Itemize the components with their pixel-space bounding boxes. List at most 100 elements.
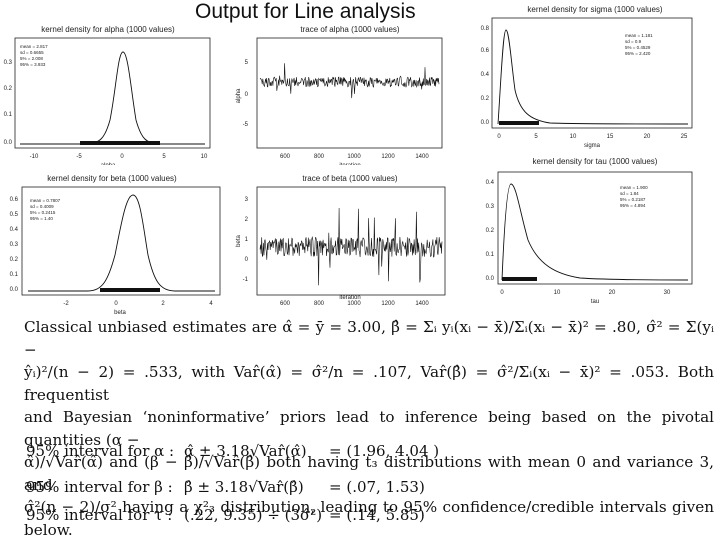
y-tick: 0.0: [486, 276, 495, 282]
y-tick: 0.0: [481, 120, 490, 126]
interval-label: 95% interval for τ :: [26, 506, 173, 524]
stat-mean: mean = 1.900: [620, 185, 648, 190]
paragraph-line: α̂)/√Var̂(α̂) and (β − β̂)/√Var̂(β̂) bot…: [24, 453, 714, 494]
x-tick: 0: [497, 134, 501, 140]
tau-density-plot: kernel density for tau (1000 values) mea…: [480, 152, 700, 310]
stat-sd: sd = 0.4009: [30, 204, 54, 209]
stat-sd: sd = 1.84: [620, 191, 639, 196]
y-tick: 0.4: [486, 180, 495, 186]
x-tick: 1200: [381, 154, 395, 160]
interval-label: 95% interval for β :: [26, 478, 173, 496]
paragraph-line: and Bayesian ‘noninformative’ priors lea…: [24, 408, 714, 449]
plot-title: kernel density for alpha (1000 values): [41, 25, 175, 34]
density-curve: [501, 183, 689, 281]
y-tick: 0.4: [481, 72, 490, 78]
stat-sd: sd = 0.9: [625, 39, 642, 44]
y-tick: 0.2: [4, 86, 13, 92]
x-tick: 5: [534, 134, 538, 140]
interval-formula: (.22, 9.35) ÷ (3σ̂²): [184, 506, 323, 524]
x-tick: 0: [500, 290, 504, 296]
y-tick: 2: [245, 217, 249, 223]
x-tick: 10: [201, 154, 208, 160]
y-tick: 0.8: [481, 26, 490, 32]
x-axis-label: tau: [591, 299, 599, 305]
x-tick: 10: [570, 134, 577, 140]
stat-mean: mean = 0.7807: [30, 198, 61, 203]
y-tick: 0.4: [10, 227, 19, 233]
alpha-trace-plot: trace of alpha (1000 values) 600 800 100…: [232, 10, 447, 165]
stat-5pct: 5% = 2.008: [20, 56, 43, 61]
plot-title: trace of beta (1000 values): [302, 174, 398, 183]
stat-mean: mean = 1.181: [625, 33, 653, 38]
x-axis-label: sigma: [584, 143, 601, 149]
sigma-density-plot: kernel density for sigma (1000 values) m…: [480, 0, 700, 150]
interval-result: = (.14, 5.85): [329, 506, 425, 524]
alpha-density-plot: kernel density for alpha (1000 values) m…: [0, 10, 215, 165]
x-tick: 1400: [415, 154, 429, 160]
y-tick: 0.6: [481, 48, 490, 54]
x-tick: -10: [30, 154, 39, 160]
x-tick: 1000: [347, 301, 361, 307]
y-tick: 0.3: [4, 60, 13, 66]
y-tick: 3: [245, 197, 249, 203]
trace-line: [259, 207, 443, 286]
x-tick: 2: [161, 301, 165, 307]
y-tick: 1: [245, 237, 249, 243]
y-tick: 0.0: [4, 140, 13, 146]
x-axis-label: alpha: [101, 163, 116, 165]
plot-title: kernel density for sigma (1000 values): [527, 5, 663, 14]
interval-result: = (1.96, 4.04 ): [329, 442, 440, 460]
paragraph-line: Classical unbiased estimates are α̂ = ȳ …: [24, 318, 714, 359]
explanation-paragraph: Classical unbiased estimates are α̂ = ȳ …: [24, 316, 714, 541]
y-tick: 0.3: [10, 242, 19, 248]
interval-formula: β̂ ± 3.18√Var̂(β̂): [184, 478, 304, 496]
rug: [502, 277, 537, 281]
interval-result: = (.07, 1.53): [329, 478, 425, 496]
x-tick: 0: [114, 301, 118, 307]
stat-sd: sd = 0.6655: [20, 50, 44, 55]
stat-95pct: 95% = 4.894: [620, 203, 646, 208]
y-axis-label: beta: [236, 235, 242, 247]
x-axis-label: iteration: [339, 295, 360, 301]
x-tick: 15: [607, 134, 614, 140]
stat-95pct: 95% = 3.933: [20, 62, 46, 67]
beta-trace-plot: trace of beta (1000 values) 600 800 1000…: [232, 165, 452, 315]
y-tick: 0.2: [481, 96, 490, 102]
rug: [80, 141, 160, 145]
y-tick: 0.3: [486, 204, 495, 210]
rug: [499, 121, 539, 125]
trace-line: [259, 63, 440, 99]
x-tick: 20: [644, 134, 651, 140]
y-tick: 0.2: [10, 257, 19, 263]
x-tick: -2: [63, 301, 69, 307]
paragraph-line: ŷᵢ)²/(n − 2) = .533, with Var̂(α̂) = σ̂²…: [24, 363, 714, 404]
y-tick: 0.0: [10, 287, 19, 293]
plot-title: kernel density for beta (1000 values): [47, 174, 177, 183]
density-curve: [20, 51, 205, 145]
x-tick: 1200: [381, 301, 395, 307]
y-tick: 0: [245, 92, 249, 98]
stat-95pct: 95% = 2.420: [625, 51, 651, 56]
x-axis-label: iteration: [339, 163, 360, 165]
x-tick: 800: [314, 154, 325, 160]
y-tick: -1: [243, 277, 249, 283]
y-tick: 5: [245, 60, 249, 66]
stat-95pct: 95% = 1.40: [30, 216, 53, 221]
x-tick: 0: [120, 154, 124, 160]
y-tick: 0.1: [4, 112, 13, 118]
x-tick: 30: [664, 290, 671, 296]
x-tick: 10: [554, 290, 561, 296]
y-tick: -5: [243, 122, 249, 128]
x-axis-label: beta: [114, 310, 126, 315]
rug: [100, 288, 160, 292]
y-tick: 0: [245, 257, 249, 263]
stat-5pct: 5% = 0.2415: [30, 210, 56, 215]
plot-title: kernel density for tau (1000 values): [533, 157, 658, 166]
paragraph-line: σ̂²(n − 2)/σ² having a χ²₃ distribution,…: [24, 498, 714, 539]
x-tick: 25: [681, 134, 688, 140]
y-axis-label: alpha: [236, 88, 242, 103]
stat-5pct: 5% = 0.4529: [625, 45, 651, 50]
x-tick: 4: [209, 301, 213, 307]
beta-density-plot: kernel density for beta (1000 values) me…: [0, 165, 225, 315]
x-tick: 20: [609, 290, 616, 296]
